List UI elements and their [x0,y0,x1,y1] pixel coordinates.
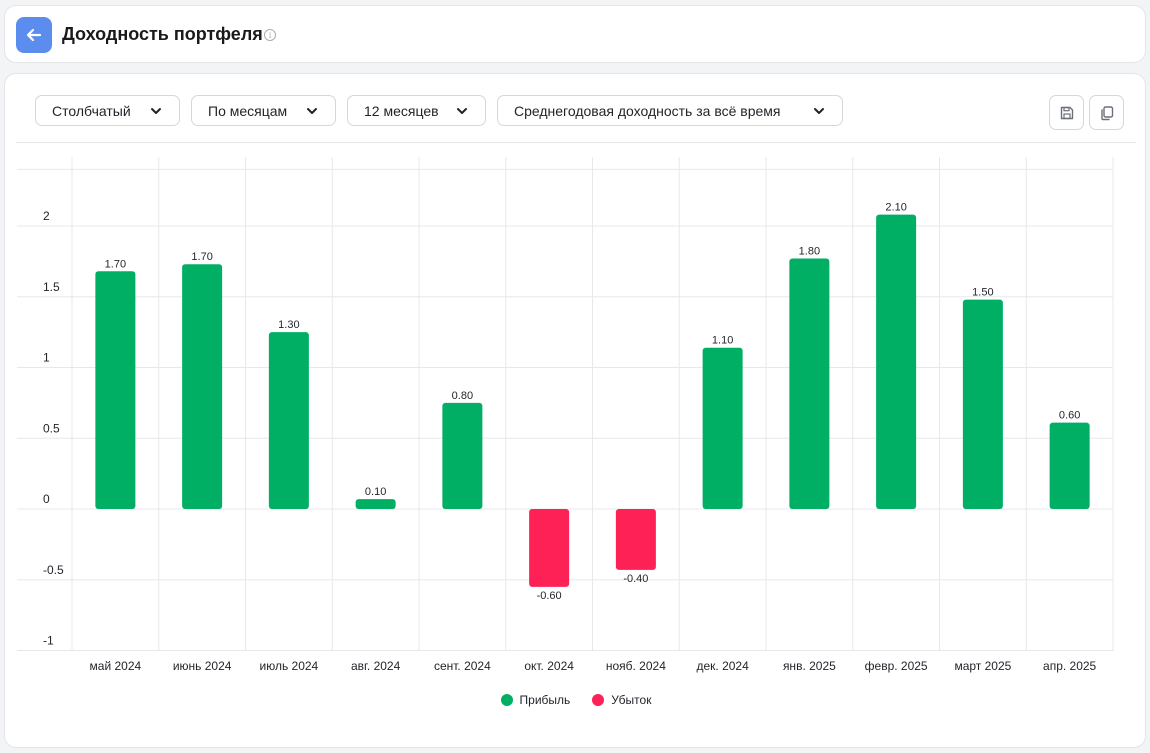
chevron-down-icon [814,107,824,114]
chart-type-label: Столбчатый [52,102,131,119]
arrow-left-icon [26,28,42,42]
x-tick-label: февр. 2025 [865,659,928,673]
legend-item-loss[interactable]: Убыток [592,693,651,707]
bar-profit[interactable] [355,499,396,509]
y-tick-label: -1 [43,634,54,648]
toolbar-divider [16,142,1136,143]
copy-icon [1100,105,1113,120]
x-tick-label: янв. 2025 [783,659,836,673]
bar-profit[interactable] [876,214,917,509]
metric-label: Среднегодовая доходность за всё время [514,102,781,119]
bar-profit[interactable] [702,347,743,509]
data-label: 1.10 [712,335,733,347]
chart-panel: Столбчатый По месяцам 12 месяцев Среднег… [4,73,1146,748]
bar-profit[interactable] [789,258,830,509]
bar-profit[interactable] [1049,422,1090,509]
x-tick-label: июль 2024 [260,659,319,673]
x-tick-label: дек. 2024 [696,659,749,673]
info-icon[interactable]: i [264,29,276,41]
legend-marker-profit [500,694,513,706]
y-tick-label: 0 [43,492,50,506]
grouping-dropdown[interactable]: По месяцам [191,95,336,126]
bar-chart: -1 -0.5 0 0.5 1 1.5 2 1.70 май 2024 1.70 июнь 2024… [17,157,1114,673]
x-tick-label: сент. 2024 [434,659,491,673]
y-tick-label: 2 [43,209,50,223]
data-label: 1.80 [799,246,820,258]
x-tick-label: авг. 2024 [351,659,401,673]
x-tick-label: май 2024 [90,659,142,673]
data-label: -0.60 [537,590,562,602]
x-tick-label: июнь 2024 [173,659,232,673]
bar-profit[interactable] [95,271,136,509]
page-title: Доходность портфеля [62,24,263,44]
bar-loss[interactable] [529,509,570,587]
y-tick-label: -0.5 [43,563,64,577]
x-tick-label: март 2025 [954,659,1011,673]
save-icon [1060,106,1073,119]
save-button[interactable] [1049,95,1084,130]
metric-dropdown[interactable]: Среднегодовая доходность за всё время [497,95,843,126]
x-tick-label: нояб. 2024 [606,659,666,673]
chevron-down-icon [457,107,467,114]
y-tick-label: 0.5 [43,421,60,435]
bar-profit[interactable] [268,332,309,509]
data-label: 1.50 [972,287,993,299]
data-label: -0.40 [623,573,648,585]
data-label: 1.30 [278,319,299,331]
back-button[interactable] [16,17,52,53]
bar-loss[interactable] [615,509,656,570]
period-dropdown[interactable]: 12 месяцев [347,95,486,126]
bar-profit[interactable] [962,299,1003,509]
chevron-down-icon [307,107,317,114]
y-tick-label: 1 [43,351,50,365]
copy-button[interactable] [1089,95,1124,130]
data-label: 1.70 [191,251,212,263]
legend-label-profit: Прибыль [519,693,571,707]
chart-type-dropdown[interactable]: Столбчатый [35,95,180,126]
header-bar: Доходность портфеля i [4,5,1146,63]
chart-legend: Прибыль Убыток [5,693,1147,707]
chevron-down-icon [151,107,161,114]
x-tick-label: окт. 2024 [524,659,574,673]
data-label: 0.80 [452,390,473,402]
legend-item-profit[interactable]: Прибыль [500,693,571,707]
legend-label-loss: Убыток [611,693,652,707]
y-tick-label: 1.5 [43,280,60,294]
data-label: 2.10 [885,202,906,214]
grouping-label: По месяцам [208,102,288,119]
period-label: 12 месяцев [364,102,439,119]
bar-profit[interactable] [182,264,223,509]
legend-marker-loss [592,694,605,706]
x-tick-label: апр. 2025 [1043,659,1097,673]
bar-profit[interactable] [442,402,483,509]
data-label: 0.10 [365,486,386,498]
data-label: 1.70 [105,258,126,270]
data-label: 0.60 [1059,410,1080,422]
